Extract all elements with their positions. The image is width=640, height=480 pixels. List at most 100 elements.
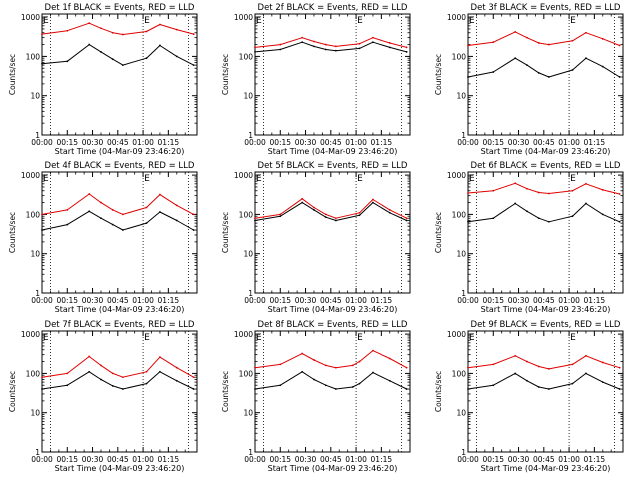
data-point (111, 31, 114, 34)
data-point (111, 223, 114, 226)
data-point (514, 31, 517, 33)
x-tick-label: 01:00 (345, 138, 367, 147)
y-tick-label: 10 (243, 409, 253, 418)
y-tick-label: 100 (26, 52, 41, 61)
data-point (145, 222, 148, 225)
data-point (159, 23, 161, 26)
data-point (585, 354, 587, 357)
data-point (279, 363, 282, 366)
panel-title: Det 4f BLACK = Events, RED = LLD (45, 161, 195, 171)
x-axis-label: Start Time (04-Mar-09 23:46:20) (481, 464, 611, 473)
x-tick-label: 00:00 (244, 296, 266, 305)
data-point (405, 219, 408, 222)
data-point (111, 58, 114, 61)
data-point (467, 388, 469, 390)
data-point (526, 187, 528, 190)
data-point (66, 60, 69, 63)
series-line-lld (467, 31, 620, 46)
y-axis-label: Counts/sec (221, 212, 230, 253)
y-tick-label: 1 (461, 448, 466, 457)
data-point (492, 363, 495, 366)
y-tick-label: 100 (26, 210, 41, 219)
y-axis-label: Counts/sec (434, 54, 443, 95)
data-point (334, 49, 337, 52)
panel-title: Det 6f BLACK = Events, RED = LLD (471, 161, 621, 171)
data-point (254, 46, 256, 49)
data-point (88, 210, 91, 213)
e-marker: E (570, 333, 576, 343)
data-point (254, 388, 256, 390)
data-point (618, 76, 621, 78)
data-point (175, 28, 178, 31)
data-point (405, 46, 408, 49)
x-tick-label: 01:15 (158, 138, 180, 147)
data-point (121, 33, 124, 36)
data-point (601, 361, 604, 364)
series-line-events (41, 44, 194, 66)
x-tick-label: 01:15 (584, 138, 606, 147)
e-marker: E (43, 333, 49, 343)
series-line-lld (467, 355, 620, 370)
data-point (601, 189, 604, 191)
data-point (175, 55, 178, 58)
data-point (618, 220, 621, 223)
data-point (372, 41, 374, 44)
x-axis-label: Start Time (04-Mar-09 23:46:20) (55, 147, 185, 156)
x-tick-label: 01:15 (371, 138, 393, 147)
data-point (351, 364, 354, 367)
x-tick-label: 00:00 (244, 138, 266, 147)
y-tick-label: 10 (243, 250, 253, 259)
data-point (192, 388, 195, 390)
data-point (324, 48, 327, 51)
data-point (388, 211, 391, 214)
x-tick-label: 00:15 (56, 138, 78, 147)
y-tick-label: 1000 (447, 171, 466, 180)
data-point (88, 22, 91, 25)
data-point (301, 36, 304, 39)
y-tick-label: 1 (248, 131, 253, 140)
series-line-events (467, 203, 620, 223)
panel-title: Det 8f BLACK = Events, RED = LLD (258, 320, 408, 330)
data-point (111, 385, 114, 387)
data-point (571, 215, 574, 218)
y-axis-label: Counts/sec (434, 212, 443, 253)
data-point (88, 193, 91, 195)
x-tick-label: 00:15 (482, 455, 504, 464)
data-point (159, 44, 161, 47)
data-point (334, 388, 337, 390)
x-axis-label: Start Time (04-Mar-09 23:46:20) (55, 464, 185, 473)
data-point (41, 62, 43, 65)
y-tick-label: 100 (452, 52, 467, 61)
panel-9: Det 9f BLACK = Events, RED = LLD E E 1 10 100… (434, 320, 624, 473)
x-tick-label: 00:15 (482, 296, 504, 305)
data-point (334, 219, 337, 222)
x-tick-label: 00:30 (295, 296, 317, 305)
data-point (537, 365, 540, 368)
data-point (313, 40, 315, 43)
series-line-lld (41, 356, 194, 378)
series-line-events (41, 210, 194, 231)
x-tick-label: 00:30 (295, 455, 317, 464)
y-axis-label: Counts/sec (221, 54, 230, 95)
x-tick-label: 01:00 (558, 138, 580, 147)
data-point (537, 217, 540, 220)
data-point (324, 213, 327, 216)
x-tick-label: 01:00 (345, 455, 367, 464)
data-point (41, 229, 43, 231)
data-point (66, 29, 69, 32)
x-tick-label: 00:30 (508, 455, 530, 464)
data-point (358, 42, 361, 45)
data-point (514, 182, 517, 185)
e-marker: E (256, 174, 262, 184)
series-line-lld (467, 182, 620, 195)
data-point (547, 43, 550, 46)
x-tick-label: 00:30 (82, 296, 104, 305)
data-point (301, 352, 304, 355)
panel-7: Det 7f BLACK = Events, RED = LLD E E 1 10 100… (8, 320, 198, 473)
plot-frame (467, 330, 624, 453)
data-point (492, 41, 495, 44)
x-tick-label: 00:00 (31, 138, 53, 147)
data-point (159, 211, 161, 213)
data-point (547, 388, 550, 390)
data-point (467, 192, 469, 194)
